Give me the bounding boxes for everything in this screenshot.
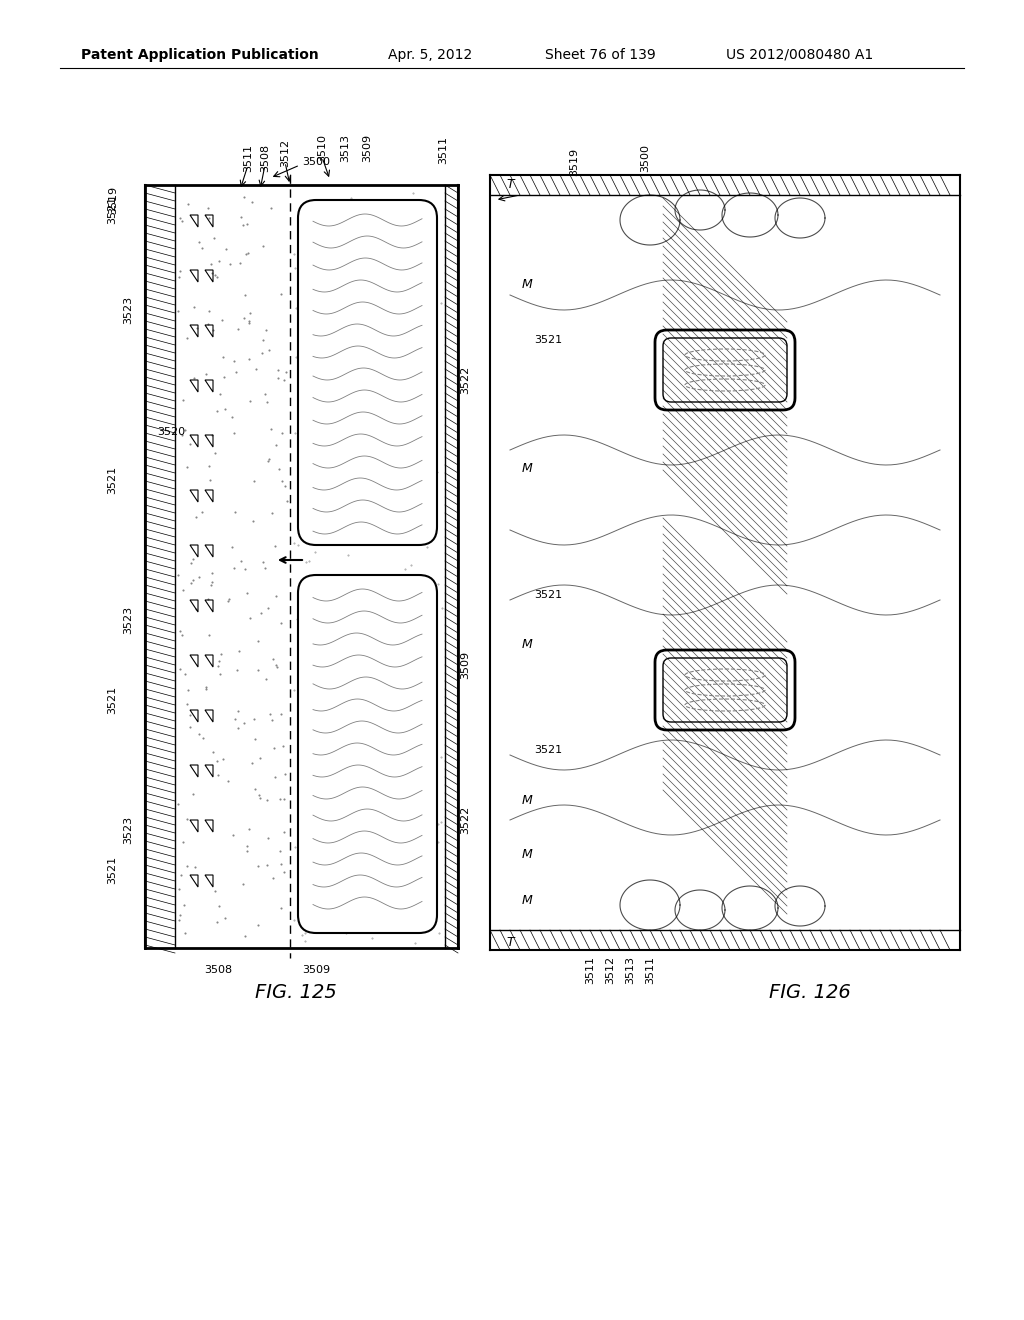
FancyBboxPatch shape <box>298 201 437 545</box>
Text: Patent Application Publication: Patent Application Publication <box>81 48 318 62</box>
Text: 3511: 3511 <box>585 956 595 983</box>
Text: 3520: 3520 <box>668 690 696 700</box>
Text: 3521: 3521 <box>106 466 117 494</box>
Text: 3511: 3511 <box>243 144 253 172</box>
Text: M: M <box>521 894 532 907</box>
FancyBboxPatch shape <box>655 649 795 730</box>
Text: T: T <box>506 178 514 191</box>
Text: FIG. 126: FIG. 126 <box>769 982 851 1002</box>
Text: FIG. 125: FIG. 125 <box>255 982 337 1002</box>
Text: 3519: 3519 <box>569 148 579 176</box>
Text: 3509: 3509 <box>302 965 330 975</box>
Text: 3512: 3512 <box>280 139 290 168</box>
Text: 3511: 3511 <box>438 136 449 164</box>
Text: M: M <box>521 279 532 292</box>
Text: M: M <box>521 793 532 807</box>
Text: 3508: 3508 <box>260 144 270 172</box>
Text: M: M <box>521 639 532 652</box>
Text: 3523: 3523 <box>123 816 133 843</box>
Text: 3522: 3522 <box>460 366 470 395</box>
Text: 3522: 3522 <box>460 807 470 834</box>
Text: 3512: 3512 <box>605 956 615 985</box>
Text: US 2012/0080480 A1: US 2012/0080480 A1 <box>726 48 873 62</box>
Text: M: M <box>521 849 532 862</box>
Text: 3513: 3513 <box>625 956 635 983</box>
Text: 3521: 3521 <box>106 195 117 224</box>
Text: 3500: 3500 <box>640 144 650 172</box>
Text: 3521: 3521 <box>106 686 117 714</box>
Text: 3520: 3520 <box>668 385 696 395</box>
Text: 3521: 3521 <box>534 590 562 601</box>
Text: 3513: 3513 <box>340 135 350 162</box>
Text: 3523: 3523 <box>123 606 133 634</box>
Text: T: T <box>506 936 514 949</box>
Text: 3509: 3509 <box>362 133 372 162</box>
Text: Sheet 76 of 139: Sheet 76 of 139 <box>545 48 655 62</box>
Text: 3521: 3521 <box>534 744 562 755</box>
Text: 3519: 3519 <box>108 186 118 214</box>
Text: Apr. 5, 2012: Apr. 5, 2012 <box>388 48 472 62</box>
Text: 3523: 3523 <box>123 296 133 325</box>
Text: 3500: 3500 <box>302 157 330 168</box>
Text: 3521: 3521 <box>106 855 117 884</box>
FancyBboxPatch shape <box>655 330 795 411</box>
Text: 3520: 3520 <box>157 426 185 437</box>
FancyBboxPatch shape <box>298 576 437 933</box>
Text: 3509: 3509 <box>460 651 470 678</box>
Text: 3511: 3511 <box>645 956 655 983</box>
Text: 3508: 3508 <box>204 965 232 975</box>
Text: 3521: 3521 <box>534 335 562 345</box>
Text: M: M <box>521 462 532 474</box>
Text: 3510: 3510 <box>317 135 327 162</box>
